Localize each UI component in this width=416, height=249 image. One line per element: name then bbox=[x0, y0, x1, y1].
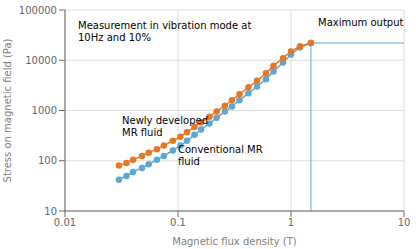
svg-text:1000: 1000 bbox=[32, 105, 57, 116]
svg-text:Magnetic flux density (T): Magnetic flux density (T) bbox=[172, 236, 297, 247]
svg-text:10: 10 bbox=[398, 217, 408, 228]
svg-text:0.01: 0.01 bbox=[54, 217, 76, 228]
svg-text:0.1: 0.1 bbox=[170, 217, 186, 228]
svg-text:Stress on magnetic field (Pa): Stress on magnetic field (Pa) bbox=[8, 38, 13, 182]
html-text:Measurement in vibration mode: Measurement in vibration mode at 10Hz an… bbox=[78, 20, 252, 43]
html-text:Conventional MR fluid: Conventional MR fluid bbox=[178, 143, 263, 166]
html-text:Maximum output: Maximum output bbox=[318, 17, 404, 28]
svg-text:100000: 100000 bbox=[19, 5, 57, 16]
svg-text:1: 1 bbox=[288, 217, 294, 228]
html-text:Newly developed MR fluid: Newly developed MR fluid bbox=[122, 114, 208, 137]
svg-text:10000: 10000 bbox=[25, 55, 57, 66]
svg-text:10: 10 bbox=[44, 206, 57, 217]
svg-text:100: 100 bbox=[38, 155, 57, 166]
